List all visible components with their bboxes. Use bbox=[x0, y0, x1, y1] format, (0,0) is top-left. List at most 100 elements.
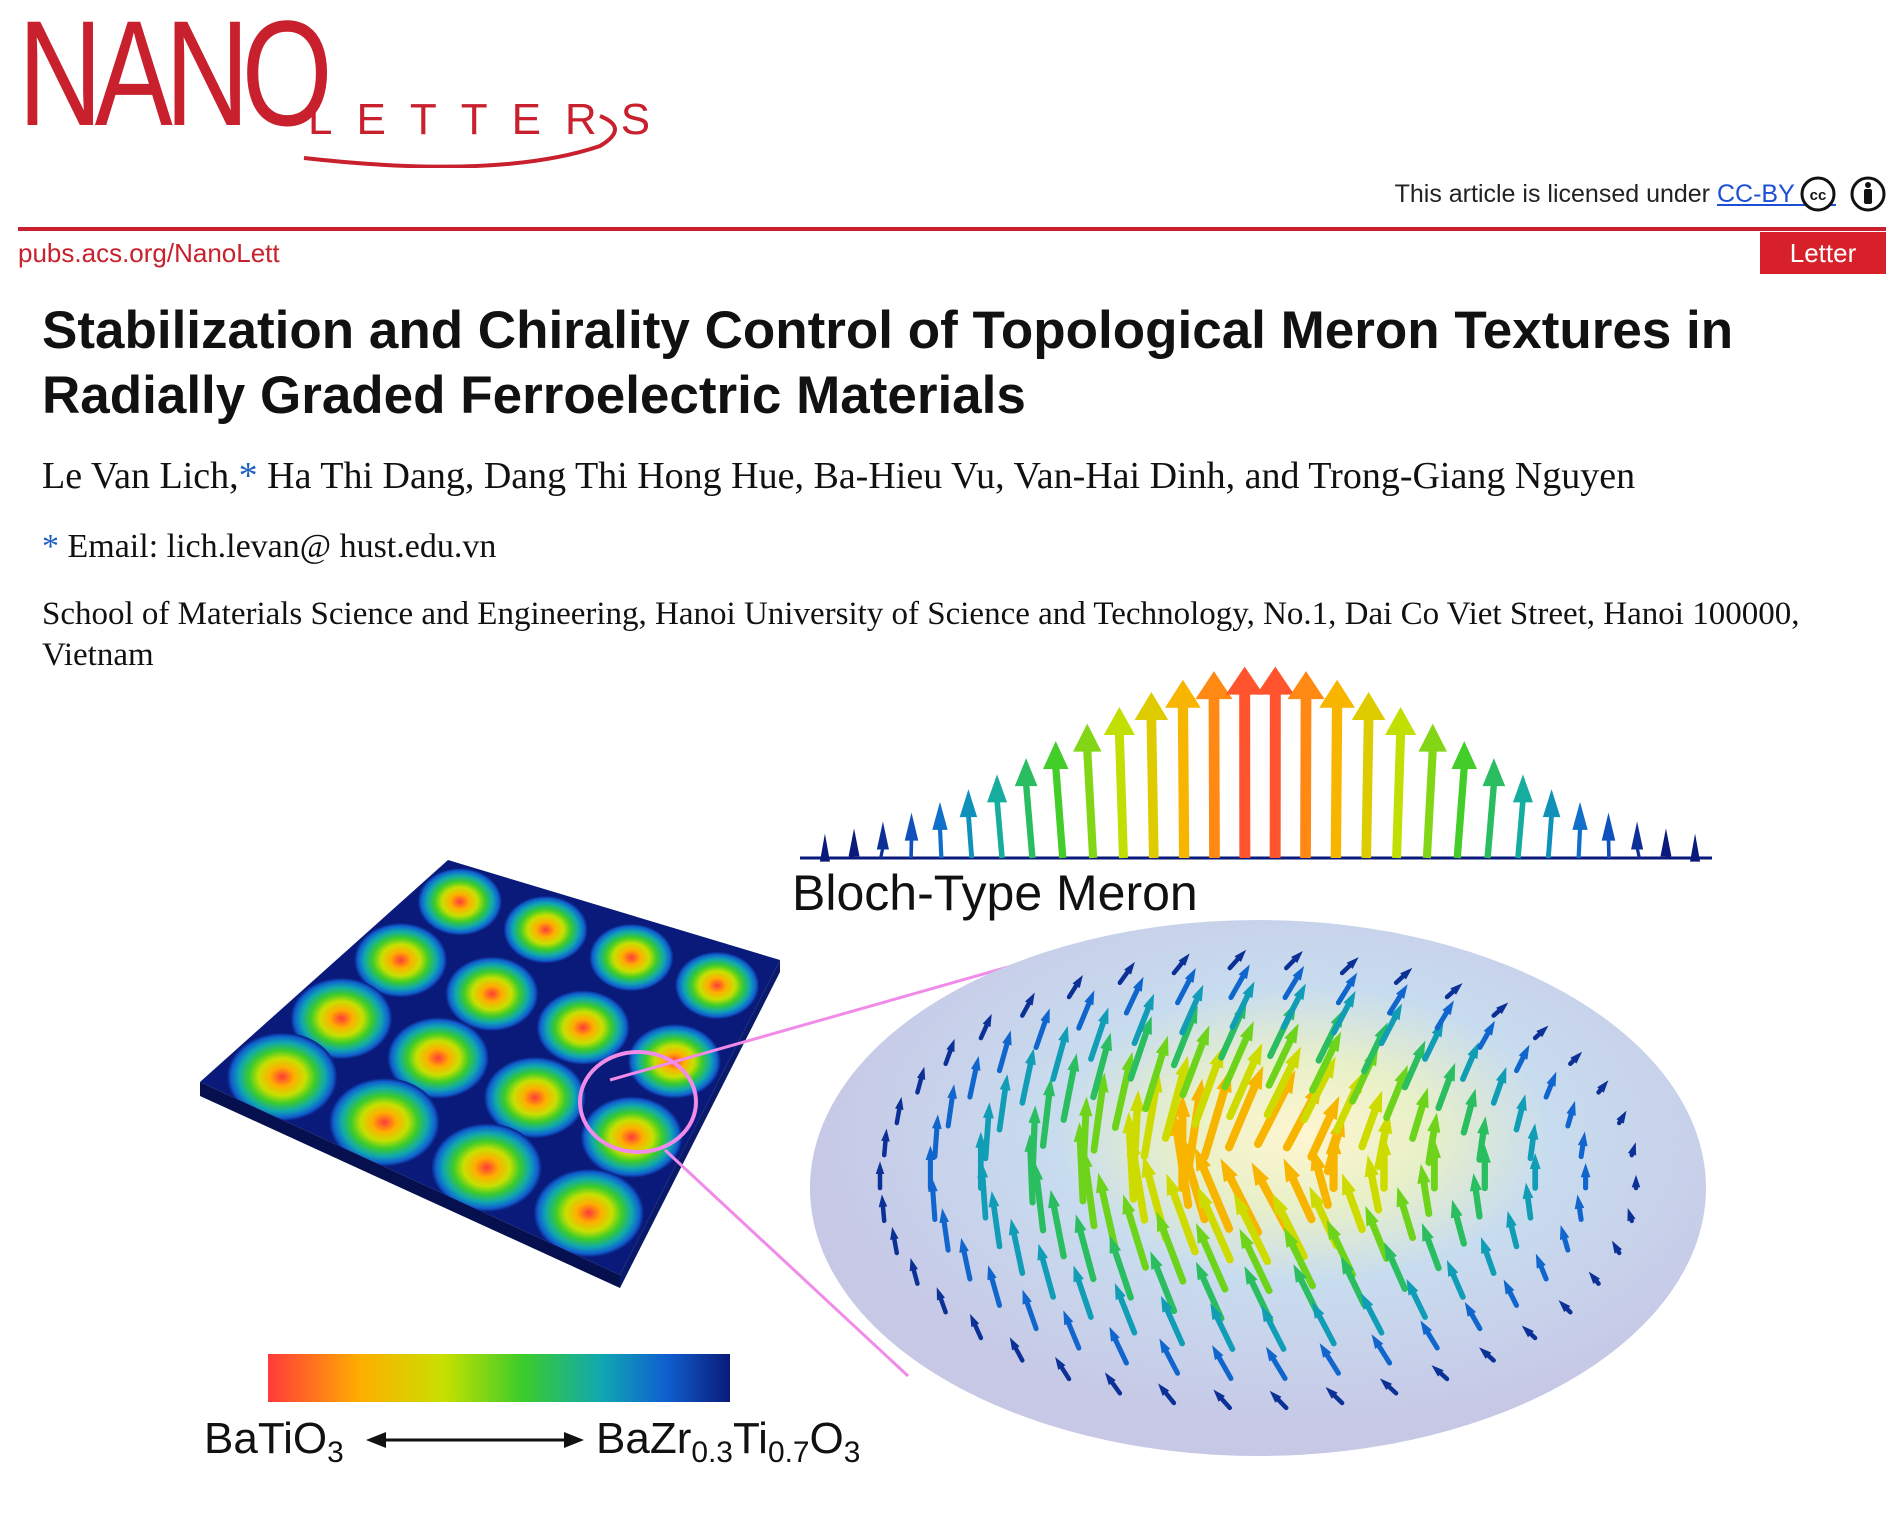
polarization-arrow bbox=[1280, 983, 1306, 1030]
polarization-arrow bbox=[1174, 1094, 1191, 1193]
polarization-arrow bbox=[975, 1131, 987, 1191]
polarization-arrow bbox=[1417, 1163, 1433, 1218]
polarization-arrow bbox=[1477, 1020, 1495, 1050]
polarization-arrow bbox=[1522, 1182, 1534, 1221]
profile-arrow bbox=[1073, 723, 1102, 859]
polarization-arrow bbox=[1460, 1042, 1479, 1082]
polarization-arrow bbox=[1396, 1186, 1417, 1242]
polarization-arrow bbox=[1307, 1095, 1340, 1161]
profile-arrow bbox=[1690, 833, 1701, 862]
polarization-arrow bbox=[1066, 975, 1083, 1000]
polarization-arrow bbox=[1191, 1046, 1224, 1129]
polarization-arrow bbox=[932, 1114, 942, 1160]
polarization-arrow bbox=[1476, 1116, 1490, 1163]
meron-spot bbox=[354, 922, 448, 998]
polarization-arrow bbox=[1409, 1087, 1429, 1142]
polarization-arrow bbox=[1588, 1271, 1601, 1286]
author-first: Le Van Lich, bbox=[42, 455, 239, 497]
profile-arrow bbox=[1601, 812, 1616, 859]
polarization-arrow bbox=[1210, 1303, 1236, 1352]
polarization-arrow bbox=[1265, 1346, 1288, 1381]
article-title: Stabilization and Chirality Control of T… bbox=[42, 301, 1734, 425]
profile-arrow bbox=[1512, 774, 1533, 859]
polarization-arrow bbox=[1379, 1378, 1399, 1396]
meron-spot bbox=[589, 923, 674, 992]
polarization-arrow bbox=[1460, 1088, 1477, 1136]
polarization-arrow bbox=[1269, 1390, 1289, 1411]
polarization-arrow bbox=[1096, 1172, 1119, 1252]
polarization-arrow bbox=[890, 1226, 900, 1256]
polarization-arrow bbox=[945, 1084, 957, 1129]
polarization-arrow bbox=[1073, 1265, 1094, 1320]
polarization-arrow bbox=[1506, 1211, 1520, 1250]
polarization-arrow bbox=[1331, 990, 1356, 1036]
profile-arrow bbox=[1418, 723, 1447, 859]
polarization-arrow bbox=[1161, 1055, 1190, 1142]
profile-arrow bbox=[1451, 740, 1477, 859]
polarization-arrow bbox=[1265, 1023, 1299, 1089]
meron-spot bbox=[580, 1096, 683, 1178]
polarization-arrow bbox=[1022, 1289, 1039, 1332]
polarization-arrow bbox=[1179, 1025, 1210, 1099]
profile-arrow bbox=[1351, 692, 1386, 859]
polarization-arrow bbox=[1393, 967, 1413, 985]
meron-lattice-slab bbox=[200, 860, 780, 1288]
polarization-arrow bbox=[1197, 1186, 1234, 1264]
polarization-arrow bbox=[1435, 1062, 1456, 1112]
profile-arrow bbox=[1014, 758, 1038, 859]
polarization-arrow bbox=[1335, 972, 1358, 1006]
meron-spot bbox=[483, 1056, 586, 1139]
journal-url[interactable]: pubs.acs.org/NanoLett bbox=[18, 238, 280, 268]
polarization-arrow bbox=[1513, 1094, 1527, 1133]
profile-arrow bbox=[987, 774, 1008, 859]
polarization-arrow bbox=[1464, 1301, 1483, 1332]
polarization-arrow bbox=[1028, 1105, 1041, 1177]
polarization-arrow bbox=[1283, 950, 1303, 971]
profile-arrow bbox=[1319, 679, 1355, 859]
polarization-arrow bbox=[1009, 1337, 1025, 1363]
polarization-arrow bbox=[1309, 1031, 1342, 1094]
profile-arrow bbox=[932, 801, 948, 859]
polarization-arrow bbox=[967, 1055, 981, 1100]
polarization-arrow bbox=[1261, 1305, 1287, 1352]
polarization-arrow bbox=[1479, 1347, 1496, 1363]
corresponding-mark: * bbox=[238, 455, 258, 497]
meron-spot bbox=[417, 867, 503, 936]
polarization-arrow bbox=[1129, 1089, 1145, 1181]
meron-type-label: Bloch-Type Meron bbox=[792, 865, 1198, 921]
polarization-arrow bbox=[978, 1013, 992, 1041]
polarization-arrow bbox=[1358, 1090, 1383, 1151]
attribution-icon bbox=[1850, 176, 1886, 212]
polarization-arrow bbox=[1371, 1334, 1393, 1366]
polarization-arrow bbox=[1420, 1320, 1440, 1351]
polarization-arrow bbox=[1179, 984, 1204, 1036]
polarization-arrow bbox=[1233, 1193, 1272, 1266]
polarization-arrow bbox=[878, 1194, 888, 1224]
polarization-arrow bbox=[996, 1074, 1011, 1133]
polarization-arrow bbox=[1558, 1300, 1573, 1315]
polarization-arrow bbox=[1361, 1293, 1385, 1336]
polarization-arrow bbox=[1450, 1199, 1467, 1247]
polarization-arrow bbox=[1425, 1112, 1441, 1166]
polarization-arrow bbox=[1580, 1163, 1591, 1191]
zoom-circle bbox=[578, 1050, 698, 1154]
polarization-arrow bbox=[1020, 992, 1035, 1018]
polarization-arrow bbox=[1220, 1158, 1263, 1237]
polarization-arrow bbox=[1109, 1326, 1129, 1366]
polarization-arrow bbox=[1239, 1228, 1273, 1295]
polarization-arrow bbox=[1228, 964, 1250, 1001]
polarization-arrow bbox=[909, 1258, 920, 1286]
polarization-arrow bbox=[1019, 1048, 1036, 1106]
meron-spot bbox=[445, 956, 539, 1032]
polarization-arrow bbox=[1033, 1008, 1050, 1050]
polarization-arrow bbox=[1160, 1295, 1185, 1347]
polarization-arrow bbox=[1039, 1078, 1056, 1149]
polarization-arrow bbox=[1229, 981, 1255, 1030]
polarization-arrow bbox=[1076, 990, 1095, 1031]
meron-spot bbox=[226, 1032, 338, 1122]
profile-arrow bbox=[959, 789, 978, 859]
polarization-arrow bbox=[1225, 1065, 1264, 1152]
polarization-arrow bbox=[1195, 1261, 1225, 1322]
zoom-connector-bottom bbox=[663, 1148, 910, 1378]
polarization-arrow bbox=[1532, 1025, 1549, 1041]
